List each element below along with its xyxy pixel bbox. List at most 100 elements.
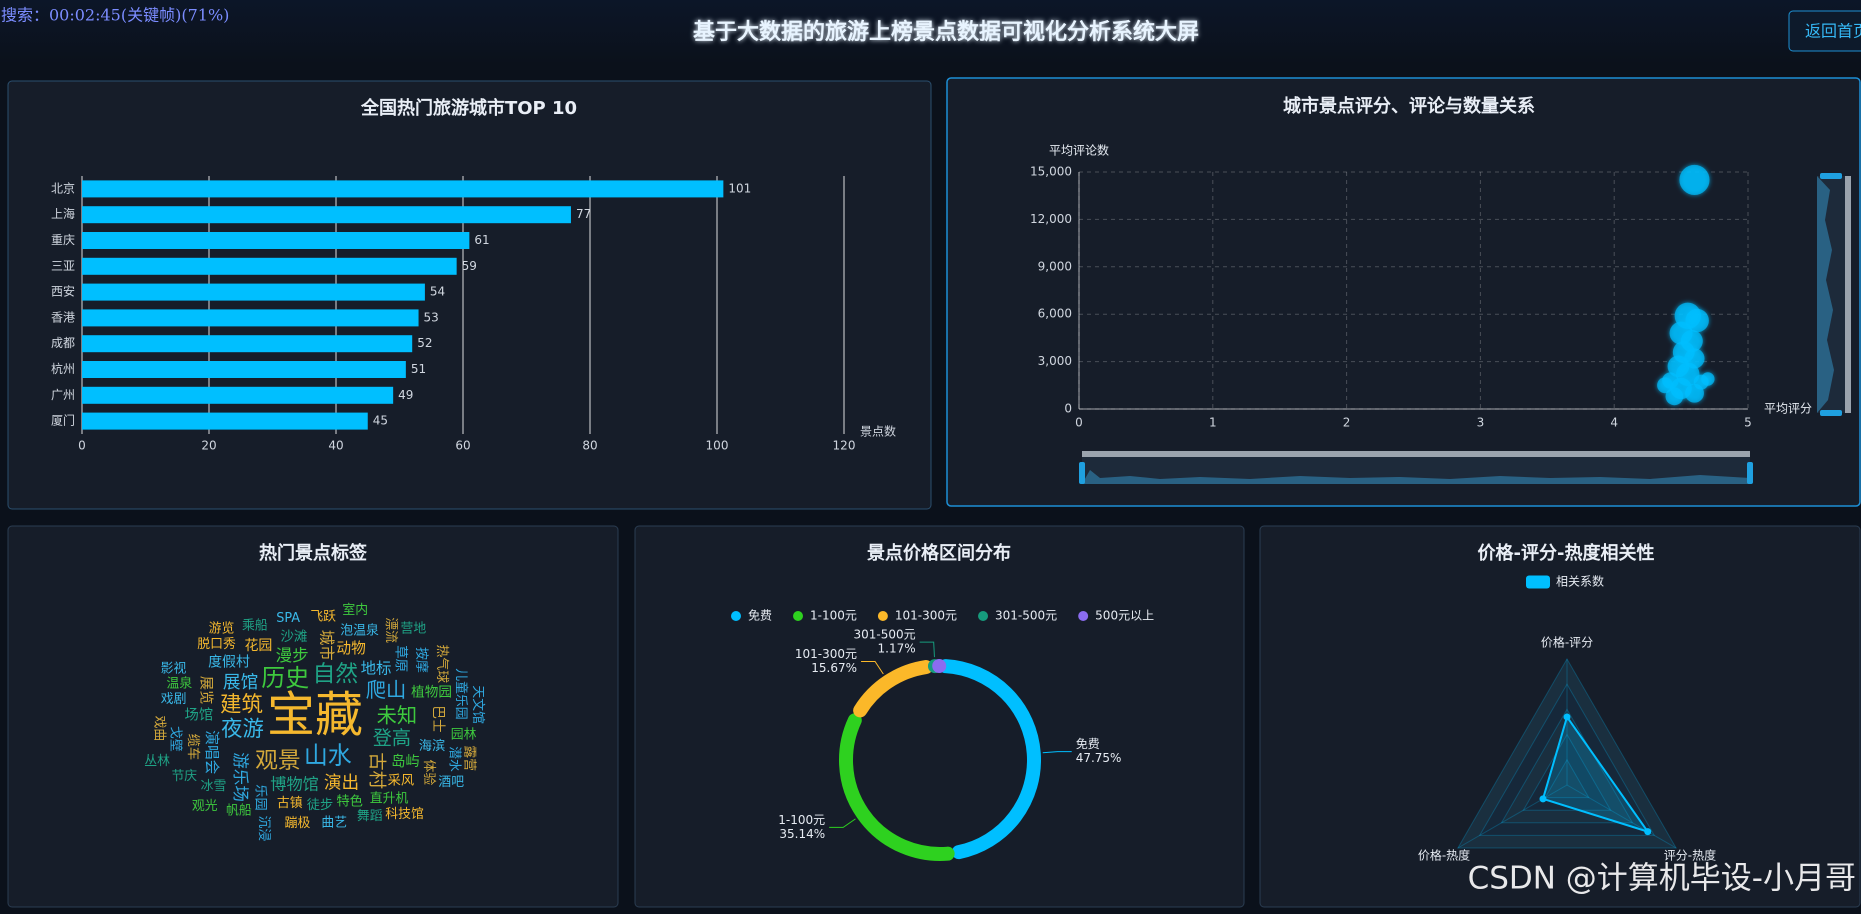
legend-swatch <box>1526 575 1550 589</box>
x-tick-label: 2 <box>1343 416 1351 430</box>
word-tag: 游览 <box>209 621 235 637</box>
x-tick-label: 0 <box>78 439 86 453</box>
x-tick-label: 4 <box>1610 416 1618 430</box>
panel <box>634 525 1245 908</box>
leader-line <box>919 641 935 658</box>
slider-preview <box>1082 470 1750 484</box>
word-tag: 岛屿 <box>391 753 420 770</box>
legend-label: 101-300元 <box>895 609 957 623</box>
value-label: 54 <box>430 285 445 299</box>
word-tag: 沙滩 <box>280 629 307 645</box>
value-label: 45 <box>373 414 388 428</box>
panel-title: 城市景点评分、评论与数量关系 <box>1283 95 1535 117</box>
word-tag: 演唱会 <box>203 730 220 774</box>
word-tag: 观景 <box>255 748 301 774</box>
word-tag: 蹦极 <box>285 816 311 831</box>
y-axis-label: 平均评论数 <box>1049 143 1109 158</box>
word-tag: 游乐场 <box>231 752 250 802</box>
y-tick-label: 0 <box>1064 402 1072 416</box>
bubble <box>1701 372 1715 386</box>
word-tag: 天文馆 <box>470 685 485 724</box>
legend-label: 1-100元 <box>810 609 857 623</box>
legend-label: 301-500元 <box>995 609 1057 623</box>
word-tag: 缆车 <box>185 734 202 760</box>
word-tag: 直升机 <box>370 791 409 806</box>
word-tag: 营地 <box>401 622 427 637</box>
word-tag: 舞蹈 <box>357 809 383 824</box>
word-tag: 潜水 <box>446 746 461 772</box>
legend-swatch <box>877 611 888 621</box>
word-tag: 自然 <box>312 661 358 687</box>
y-tick-label: 成都 <box>51 336 75 350</box>
word-tag: 展览 <box>197 676 214 705</box>
slider-handle[interactable] <box>1079 462 1085 484</box>
y-tick-label: 西安 <box>51 284 75 299</box>
word-tag: 巴士 <box>430 705 446 732</box>
y-tick-label: 三亚 <box>51 259 75 273</box>
slider-bar[interactable] <box>1082 451 1750 457</box>
x-tick-label: 20 <box>201 439 216 453</box>
word-tag: 博物馆 <box>270 775 319 794</box>
zoom-slider-y[interactable] <box>1817 173 1851 416</box>
slider-handle[interactable] <box>1820 410 1842 416</box>
y-tick-label: 15,000 <box>1030 165 1072 179</box>
bar <box>82 361 406 378</box>
legend-swatch <box>793 611 804 621</box>
word-tag: 泡温泉 <box>340 622 379 638</box>
slider-handle[interactable] <box>1820 173 1842 179</box>
x-tick-label: 120 <box>833 439 856 453</box>
word-tag: 节庆 <box>171 769 197 784</box>
indicator-label: 评分-热度 <box>1664 848 1716 863</box>
word-tag: 建筑 <box>220 692 263 717</box>
slice-name: 301-500元 <box>854 628 916 642</box>
home-button-label[interactable]: 返回首页 <box>1805 22 1861 41</box>
y-tick-label: 北京 <box>51 181 75 195</box>
word-tag: 沉浸 <box>256 816 271 842</box>
word-tag: 科技馆 <box>385 807 424 822</box>
word-tag: 观光 <box>192 799 218 814</box>
word-tag: 乐园 <box>253 784 269 810</box>
value-label: 51 <box>411 362 426 376</box>
word-tag: 特色 <box>336 792 362 809</box>
x-tick-label: 3 <box>1477 416 1485 430</box>
word-tag: 漫步 <box>276 646 309 665</box>
word-tag: 曲艺 <box>321 816 347 831</box>
word-tag: 城市 <box>318 630 336 661</box>
y-tick-label: 香港 <box>51 310 75 324</box>
leader-line <box>829 818 856 828</box>
x-tick-label: 60 <box>455 439 470 453</box>
slider-bar[interactable] <box>1845 176 1851 413</box>
y-tick-label: 上海 <box>51 206 75 221</box>
radar-point <box>1539 795 1547 803</box>
y-tick-label: 3,000 <box>1038 354 1072 368</box>
bar <box>82 386 394 404</box>
word-tag: 丛林 <box>144 754 170 769</box>
value-label: 61 <box>474 233 489 247</box>
radar-point <box>1563 713 1571 721</box>
y-tick-label: 12,000 <box>1030 212 1072 226</box>
word-tag: 飞跃 <box>310 609 336 624</box>
word-tag: 海滨 <box>419 738 445 754</box>
y-tick-label: 杭州 <box>51 361 75 376</box>
word-tag: 露营 <box>462 745 477 771</box>
word-tag: 古镇 <box>277 796 303 811</box>
legend-swatch <box>731 611 741 621</box>
bar <box>82 180 724 198</box>
word-tag: 乘船 <box>242 619 268 634</box>
y-tick-label: 广州 <box>51 388 75 402</box>
word-tag: 帆船 <box>226 803 252 818</box>
word-tag: 戏曲 <box>151 716 166 742</box>
bar <box>82 335 413 353</box>
x-tick-label: 1 <box>1209 416 1217 430</box>
radar-axis <box>1566 784 1677 849</box>
y-tick-label: 6,000 <box>1038 307 1072 321</box>
slider-handle[interactable] <box>1747 462 1753 484</box>
word-tag: 爬山 <box>366 678 407 702</box>
zoom-slider-x[interactable] <box>1079 451 1753 484</box>
panel-title: 景点价格区间分布 <box>867 542 1011 564</box>
leader-line <box>861 660 884 675</box>
word-tag: 花园 <box>244 638 272 654</box>
home-button[interactable] <box>1788 10 1861 52</box>
donut-slice <box>839 713 955 861</box>
word-tag: 室内 <box>342 602 368 618</box>
